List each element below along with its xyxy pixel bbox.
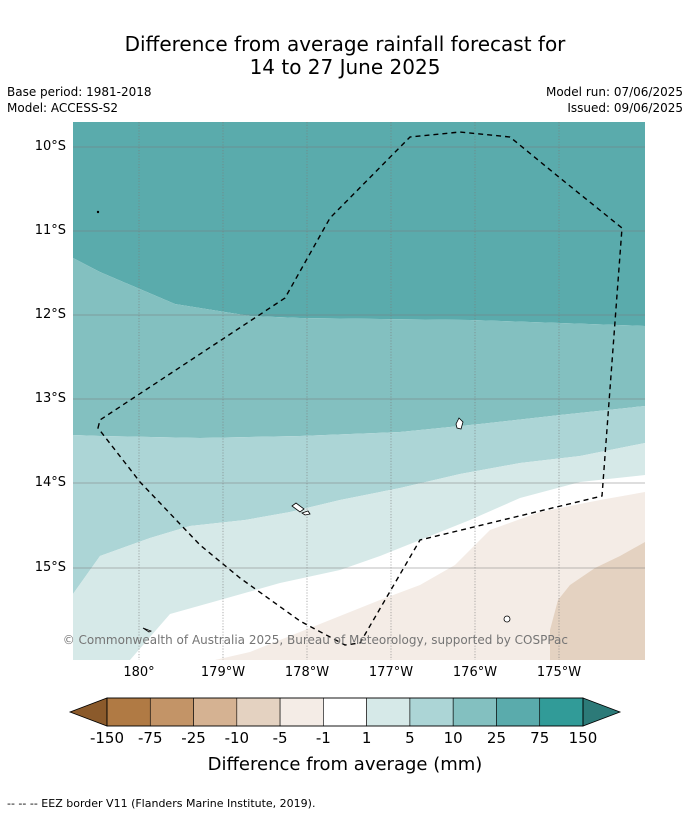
colorbar-cell bbox=[193, 697, 238, 727]
colorbar-tick-label: -10 bbox=[224, 729, 250, 747]
colorbar-cell bbox=[452, 697, 497, 727]
eez-border bbox=[97, 131, 623, 646]
eez-legend-footer: -- -- -- EEZ border V11 (Flanders Marine… bbox=[7, 797, 316, 810]
lon-label-180: 180° bbox=[123, 665, 155, 680]
lon-label-176w: 176°W bbox=[452, 665, 498, 680]
band-10-25 bbox=[73, 258, 645, 438]
lon-label-179w: 179°W bbox=[200, 665, 246, 680]
colorbar-extend-high bbox=[582, 697, 622, 727]
band-5-10 bbox=[73, 406, 645, 594]
island-central bbox=[291, 502, 305, 513]
lat-label-13s: 13°S bbox=[34, 391, 66, 406]
map-title-line1: Difference from average rainfall forecas… bbox=[124, 32, 566, 56]
colorbar-extend-low bbox=[68, 697, 108, 727]
colorbar-cell bbox=[409, 697, 454, 727]
colorbar-tick-label: 1 bbox=[361, 729, 372, 747]
colorbar-cell bbox=[106, 697, 151, 727]
model-run: Model run: 07/06/2025 bbox=[545, 85, 683, 99]
band-25-75 bbox=[73, 122, 645, 326]
colorbar-cell bbox=[496, 697, 541, 727]
colorbar-tick-label: 10 bbox=[443, 729, 463, 747]
colorbar-tick-label: -75 bbox=[138, 729, 163, 747]
map-title-line2: 14 to 27 June 2025 bbox=[249, 55, 441, 79]
colorbar bbox=[68, 697, 622, 727]
colorbar-cell bbox=[279, 697, 324, 727]
lat-label-12s: 12°S bbox=[34, 307, 66, 322]
band-neg10-neg5 bbox=[550, 542, 645, 660]
issued-date: Issued: 09/06/2025 bbox=[567, 101, 683, 115]
meta-right: Model run: 07/06/2025 Issued: 09/06/2025 bbox=[546, 84, 683, 116]
lat-label-15s: 15°S bbox=[34, 560, 66, 575]
parallel-gridlines bbox=[73, 146, 645, 569]
map-area bbox=[73, 122, 645, 660]
lat-label-11s: 11°S bbox=[34, 223, 66, 238]
islands bbox=[142, 417, 511, 633]
colorbar-cell bbox=[366, 697, 411, 727]
colorbar-tick-label: 25 bbox=[486, 729, 506, 747]
model-name: Model: ACCESS-S2 bbox=[7, 101, 119, 115]
colorbar-tick-label: -25 bbox=[181, 729, 206, 747]
lon-label-178w: 178°W bbox=[284, 665, 330, 680]
colorbar-tick-label: -5 bbox=[272, 729, 288, 747]
base-period: Base period: 1981-2018 bbox=[7, 85, 152, 99]
colorbar-cell bbox=[149, 697, 194, 727]
lat-label-10s: 10°S bbox=[34, 139, 66, 154]
band-1-5 bbox=[73, 443, 645, 660]
colorbar-frame bbox=[106, 697, 584, 727]
colorbar-tick-label: -150 bbox=[89, 729, 125, 747]
meridian-gridlines bbox=[138, 122, 560, 660]
island-south bbox=[503, 615, 511, 623]
band-neg5-neg1 bbox=[215, 492, 645, 660]
lat-label-14s: 14°S bbox=[34, 475, 66, 490]
colorbar-cell bbox=[323, 697, 367, 727]
island-west bbox=[142, 627, 152, 633]
colorbar-tick-label: 5 bbox=[405, 729, 415, 747]
island-central-small bbox=[301, 510, 311, 516]
colorbar-tick-label: -1 bbox=[315, 729, 331, 747]
colorbar-tick-label: 150 bbox=[568, 729, 598, 747]
meta-left: Base period: 1981-2018 Model: ACCESS-S2 bbox=[7, 84, 152, 116]
island-northwest bbox=[96, 210, 100, 214]
colorbar-cell bbox=[539, 697, 584, 727]
copyright-text: © Commonwealth of Australia 2025, Bureau… bbox=[63, 633, 568, 647]
colorbar-cell bbox=[236, 697, 281, 727]
colorbar-tick-label: 75 bbox=[530, 729, 550, 747]
lon-label-177w: 177°W bbox=[368, 665, 414, 680]
lon-label-175w: 175°W bbox=[536, 665, 582, 680]
colorbar-title: Difference from average (mm) bbox=[207, 754, 483, 775]
island-north bbox=[455, 417, 464, 430]
